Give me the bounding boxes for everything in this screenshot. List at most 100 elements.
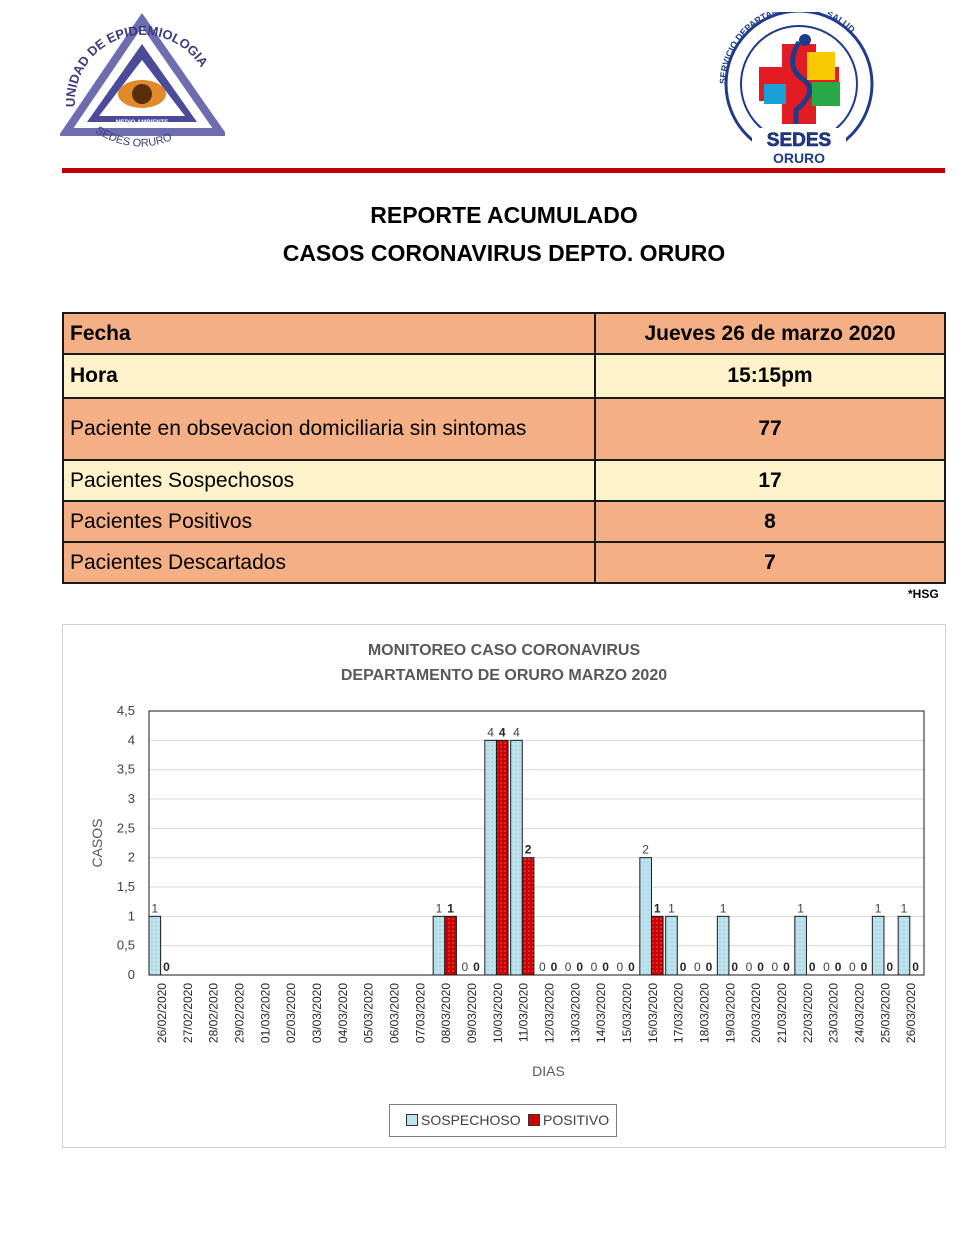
sedes-oruro-logo: SERVICIO DEPARTAMENTAL DE SALUD SEDES OR…: [712, 3, 887, 167]
x-tick-label: 27/02/2020: [181, 983, 195, 1043]
x-tick-label: 18/03/2020: [697, 983, 711, 1043]
data-label-positivo: 0: [783, 960, 790, 974]
data-label-sospechoso: 0: [591, 960, 598, 974]
data-label-positivo: 0: [809, 960, 816, 974]
data-label-sospechoso: 1: [436, 901, 443, 915]
x-tick-label: 13/03/2020: [568, 983, 582, 1043]
logo-oruro-text: ORURO: [773, 150, 825, 166]
bar-positivo: [495, 739, 509, 976]
y-tick-label: 1,5: [117, 879, 135, 894]
header-divider: [62, 168, 945, 173]
bar-positivo: [521, 857, 535, 976]
data-label-positivo: 0: [680, 960, 687, 974]
data-label-positivo: 0: [551, 960, 558, 974]
summary-table: Fecha Jueves 26 de marzo 2020 Hora 15:15…: [62, 312, 946, 584]
row-value: 77: [594, 397, 946, 461]
data-label-positivo: 0: [163, 960, 170, 974]
row-label: Pacientes Sospechosos: [62, 459, 596, 502]
table-row: Pacientes Sospechosos 17: [62, 459, 946, 502]
report-subtitle: CASOS CORONAVIRUS DEPTO. ORURO: [282, 240, 726, 266]
chart-title: MONITOREO CASO CORONAVIRUS: [367, 642, 641, 659]
data-label-positivo: 0: [602, 960, 609, 974]
data-label-sospechoso: 0: [565, 960, 572, 974]
table-row: Pacientes Positivos 8: [62, 500, 946, 543]
row-value: 15:15pm: [594, 353, 946, 399]
bar-chart: 0 0,5 1 1,5 2 2,5 3 3,5 4 4,5 CASOS 1 0 26/02/2020 27/…: [89, 703, 925, 1079]
x-tick-label: 20/03/2020: [749, 983, 763, 1043]
x-tick-label: 03/03/2020: [310, 983, 324, 1043]
x-tick-label: 02/03/2020: [284, 983, 298, 1043]
data-label-sospechoso: 0: [694, 960, 701, 974]
x-tick-label: 29/02/2020: [232, 983, 246, 1043]
bar-positivo: [650, 915, 664, 976]
data-label-positivo: 1: [654, 901, 661, 915]
x-tick-label: 11/03/2020: [517, 983, 531, 1042]
legend-label: POSITIVO: [543, 1112, 610, 1128]
x-tick-label: 17/03/2020: [672, 983, 686, 1043]
data-label-positivo: 0: [861, 960, 868, 974]
row-value: 17: [594, 459, 946, 502]
x-tick-label: 04/03/2020: [336, 983, 350, 1043]
data-label-positivo: 1: [447, 901, 454, 915]
data-label-sospechoso: 0: [771, 960, 778, 974]
x-tick-label: 23/03/2020: [827, 983, 841, 1043]
bar-sospechoso: [432, 915, 446, 976]
x-axis-label: DIAS: [532, 1063, 565, 1079]
bar-sospechoso: [665, 915, 678, 976]
x-tick-label: 01/03/2020: [258, 983, 272, 1043]
data-label-positivo: 0: [576, 960, 583, 974]
x-tick-label: 10/03/2020: [491, 983, 505, 1043]
bar-positivo: [444, 915, 457, 976]
data-label-sospechoso: 1: [875, 901, 882, 915]
data-label-sospechoso: 1: [797, 901, 804, 915]
bar-sospechoso: [639, 857, 652, 976]
data-label-positivo: 2: [525, 843, 532, 857]
data-label-positivo: 4: [499, 725, 506, 739]
plot-area: [148, 710, 925, 976]
x-tick-label: 26/03/2020: [904, 983, 918, 1043]
bar-sospechoso: [510, 739, 523, 976]
data-label-positivo: 0: [706, 960, 713, 974]
row-value: Jueves 26 de marzo 2020: [594, 312, 946, 355]
row-label: Hora: [62, 353, 596, 399]
x-tick-label: 09/03/2020: [465, 983, 479, 1043]
x-tick-label: 25/03/2020: [878, 983, 892, 1043]
bar-sospechoso: [897, 915, 911, 976]
y-tick-label: 2: [128, 850, 135, 865]
y-tick-label: 2,5: [117, 820, 135, 835]
footnote: *HSG: [908, 587, 939, 601]
chart-subtitle: DEPARTAMENTO DE ORURO MARZO 2020: [340, 667, 668, 684]
data-label-sospechoso: 0: [461, 960, 468, 974]
data-label-sospechoso: 0: [746, 960, 753, 974]
x-tick-label: 26/02/2020: [155, 983, 169, 1043]
data-label-sospechoso: 1: [151, 901, 158, 915]
data-label-sospechoso: 2: [642, 843, 649, 857]
row-value: 8: [594, 500, 946, 543]
data-label-sospechoso: 4: [513, 725, 520, 739]
chart-container: MONITOREO CASO CORONAVIRUS DEPARTAMENTO …: [62, 624, 946, 1148]
data-label-sospechoso: 0: [539, 960, 546, 974]
row-label: Fecha: [62, 312, 596, 355]
legend-item-positivo: POSITIVO: [528, 1112, 609, 1128]
logo-sedes-text: SEDES: [767, 130, 831, 151]
y-tick-label: 0,5: [117, 938, 135, 953]
x-tick-label: 21/03/2020: [775, 983, 789, 1043]
table-row: Fecha Jueves 26 de marzo 2020: [62, 312, 946, 355]
data-label-sospechoso: 1: [720, 901, 727, 915]
x-tick-label: 24/03/2020: [852, 983, 866, 1043]
report-title: REPORTE ACUMULADO: [370, 202, 638, 228]
legend-swatch-sospechoso: [406, 1114, 418, 1126]
y-tick-label: 4,5: [117, 703, 135, 718]
y-tick-label: 3,5: [117, 762, 135, 777]
x-tick-label: 05/03/2020: [362, 983, 376, 1043]
bar-sospechoso: [794, 915, 807, 976]
x-tick-label: 08/03/2020: [439, 983, 453, 1043]
x-tick-label: 07/03/2020: [413, 983, 427, 1043]
bar-sospechoso: [716, 915, 730, 976]
data-label-positivo: 0: [835, 960, 842, 974]
data-label-positivo: 0: [912, 960, 919, 974]
y-tick-label: 4: [128, 732, 135, 747]
legend-item-sospechoso: SOSPECHOSO: [406, 1112, 521, 1128]
x-tick-label: 28/02/2020: [207, 983, 221, 1043]
table-row: Hora 15:15pm: [62, 353, 946, 399]
